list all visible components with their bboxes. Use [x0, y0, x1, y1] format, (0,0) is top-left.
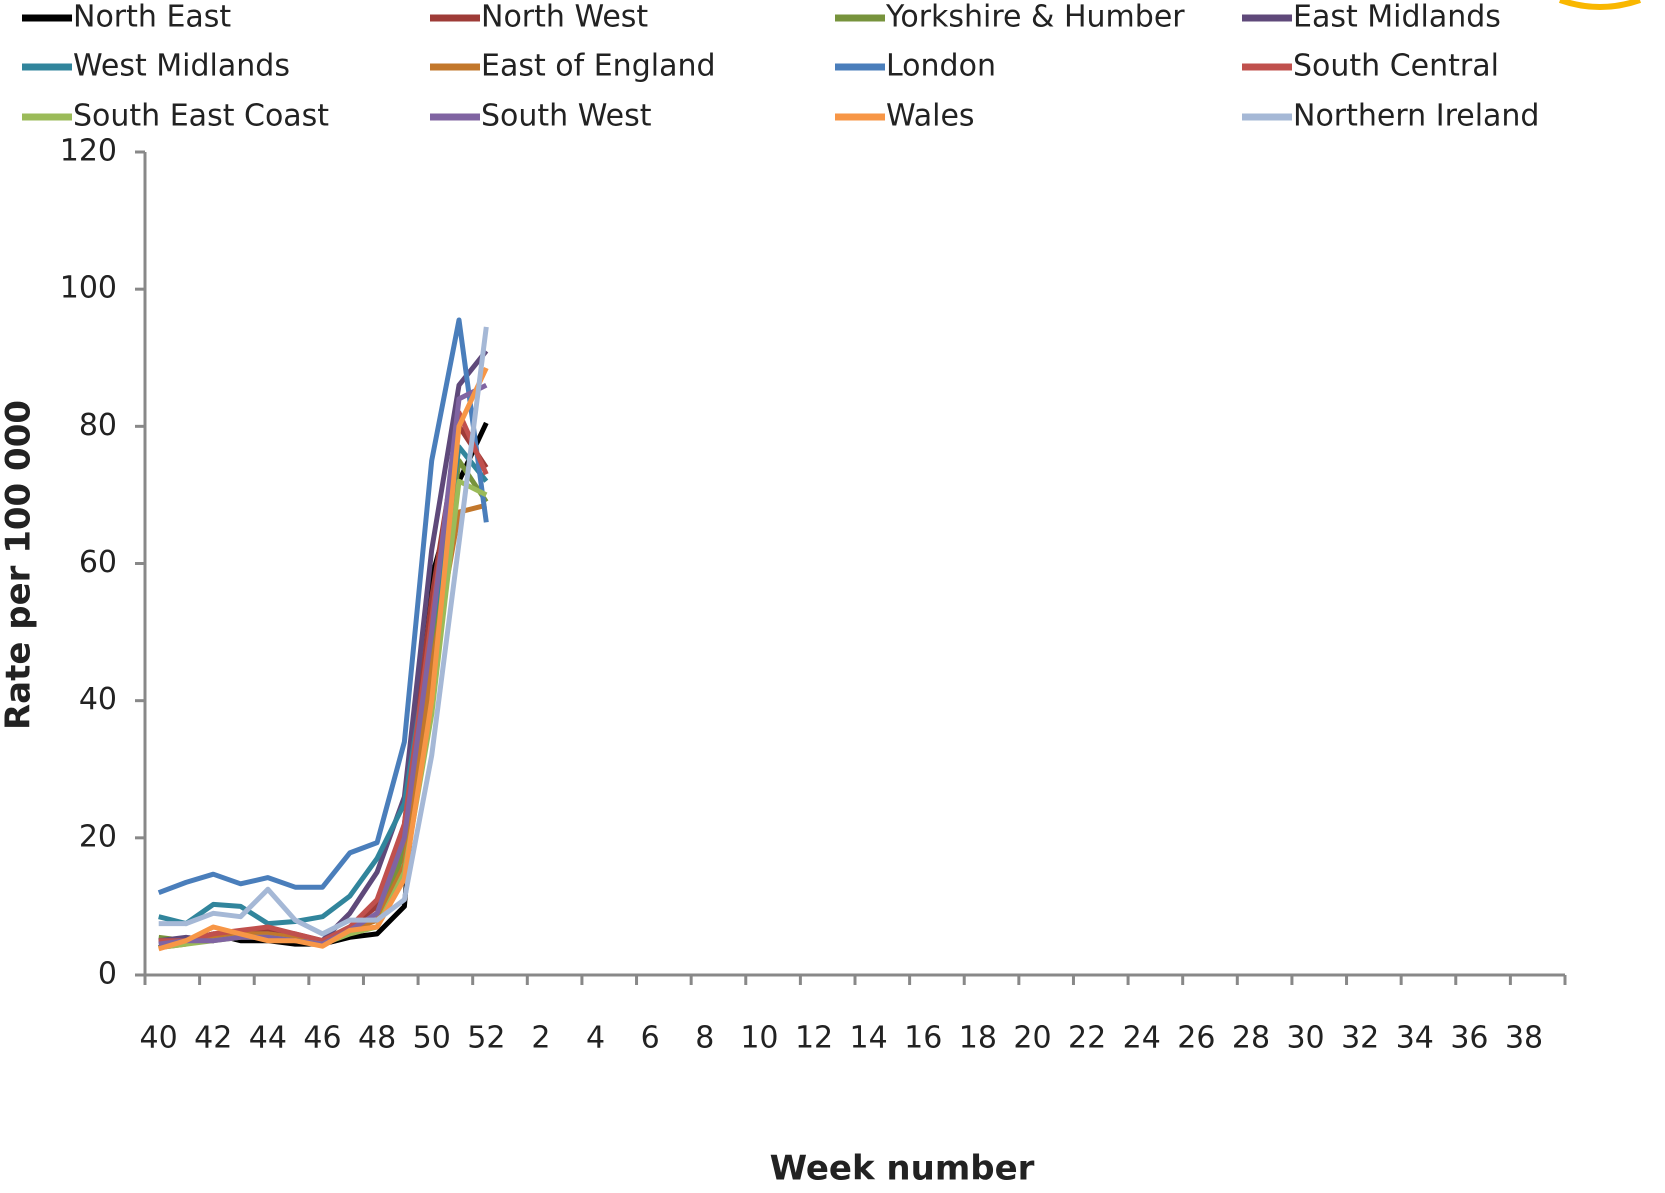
legend-label: South West	[481, 99, 652, 134]
x-tick-label: 22	[1068, 1021, 1106, 1056]
y-tick-label: 100	[60, 271, 117, 306]
x-tick-label: 16	[904, 1021, 942, 1056]
x-tick-label: 38	[1505, 1021, 1543, 1056]
x-tick-label: 26	[1177, 1021, 1215, 1056]
x-tick-label: 8	[695, 1021, 714, 1056]
y-tick-label: 80	[79, 408, 117, 443]
x-tick-label: 48	[358, 1021, 396, 1056]
x-tick-label: 36	[1450, 1021, 1488, 1056]
x-tick-label: 40	[140, 1021, 178, 1056]
series-line	[158, 326, 489, 937]
x-tick-label: 2	[531, 1021, 550, 1056]
x-tick-label: 12	[795, 1021, 833, 1056]
y-tick-label: 60	[79, 545, 117, 580]
y-tick-label: 40	[79, 682, 117, 717]
x-tick-label: 6	[641, 1021, 660, 1056]
y-axis-title: Rate per 100 000	[0, 400, 39, 730]
x-tick-label: 30	[1286, 1021, 1324, 1056]
x-tick-label: 34	[1396, 1021, 1434, 1056]
x-tick-label: 10	[740, 1021, 778, 1056]
x-tick-label: 32	[1341, 1021, 1379, 1056]
series-line	[157, 366, 489, 952]
x-tick-label: 24	[1123, 1021, 1161, 1056]
legend-label: London	[886, 49, 996, 84]
x-tick-label: 28	[1232, 1021, 1270, 1056]
y-tick-label: 0	[98, 957, 117, 992]
x-tick-label: 18	[959, 1021, 997, 1056]
legend-label: South East Coast	[73, 99, 329, 134]
legend-label: Northern Ireland	[1293, 99, 1539, 134]
logo-fragment	[1559, 0, 1641, 10]
x-tick-label: 50	[413, 1021, 451, 1056]
x-tick-label: 20	[1013, 1021, 1051, 1056]
legend-label: West Midlands	[73, 49, 290, 84]
series-line	[157, 317, 489, 896]
legend-label: South Central	[1293, 49, 1499, 84]
x-tick-label: 42	[194, 1021, 232, 1056]
legend-label: Wales	[886, 99, 975, 134]
x-tick-label: 4	[586, 1021, 605, 1056]
x-tick-label: 52	[467, 1021, 505, 1056]
x-tick-label: 46	[303, 1021, 341, 1056]
x-axis-title: Week number	[770, 1149, 1035, 1189]
legend-label: Yorkshire & Humber	[885, 0, 1185, 35]
legend-label: North West	[481, 0, 648, 35]
x-tick-label: 14	[850, 1021, 888, 1056]
legend-label: North East	[73, 0, 231, 35]
y-tick-label: 20	[79, 819, 117, 854]
legend-label: East of England	[481, 49, 716, 84]
y-tick-label: 120	[60, 134, 117, 169]
x-tick-label: 44	[249, 1021, 287, 1056]
legend-label: East Midlands	[1293, 0, 1501, 35]
